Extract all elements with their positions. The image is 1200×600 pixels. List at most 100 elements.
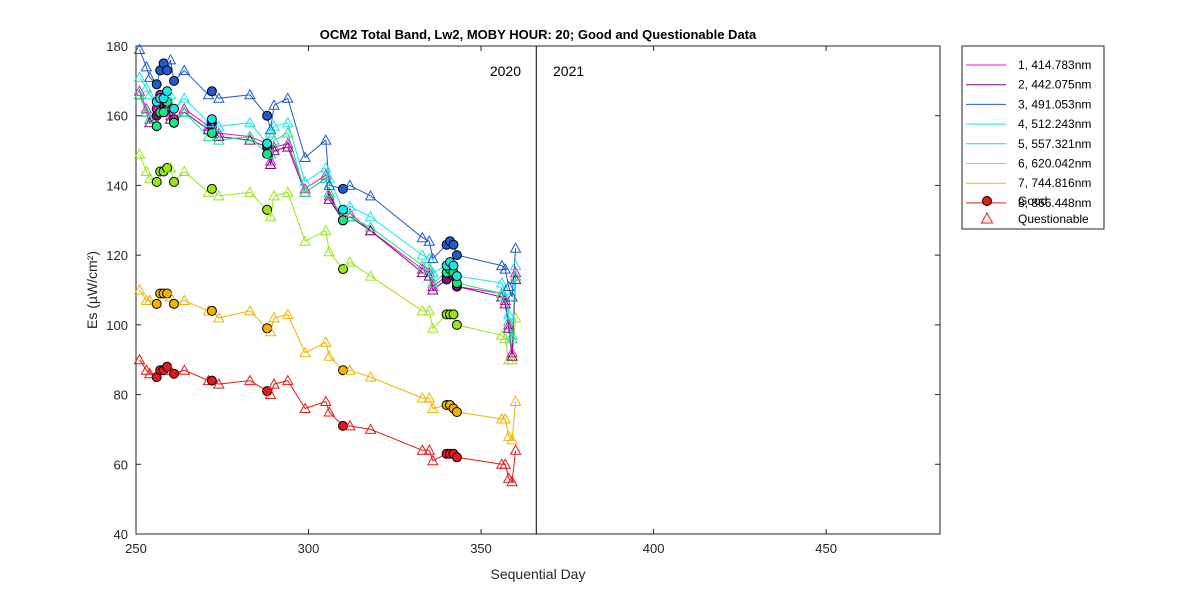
y-tick-label: 80	[114, 388, 128, 403]
questionable-point	[506, 350, 518, 361]
questionable-point	[281, 137, 294, 149]
questionable-point	[323, 172, 336, 183]
questionable-point	[323, 193, 336, 204]
x-tick-label: 450	[815, 541, 837, 556]
questionable-point	[140, 106, 153, 117]
questionable-point	[509, 270, 522, 281]
questionable-point	[178, 64, 191, 75]
questionable-point	[509, 259, 522, 271]
questionable-point	[509, 395, 522, 406]
legend-questionable-marker	[980, 211, 994, 224]
questionable-point	[244, 304, 256, 316]
questionable-point	[319, 161, 332, 173]
questionable-point	[164, 161, 177, 173]
questionable-point	[212, 130, 225, 142]
legend-label-6: 6, 620.042nm	[1018, 157, 1091, 171]
legend-label-4: 4, 512.243nm	[1018, 117, 1091, 131]
good-point	[206, 305, 217, 316]
questionable-point	[299, 151, 311, 162]
questionable-point	[133, 71, 146, 82]
questionable-point	[416, 259, 429, 271]
good-point	[448, 309, 459, 320]
legend-label-5: 5, 557.321nm	[1018, 137, 1091, 151]
questionable-point	[423, 270, 436, 281]
good-point	[206, 375, 217, 386]
questionable-point	[143, 172, 156, 183]
good-point	[162, 288, 173, 299]
questionable-point	[281, 141, 294, 152]
legend-good-marker	[982, 196, 992, 206]
questionable-point	[264, 148, 277, 159]
questionable-point	[244, 134, 256, 145]
legend: 1, 414.783nm 2, 442.075nm 3, 491.053nm 4, 5…	[961, 45, 1105, 230]
good-point	[448, 260, 459, 271]
good-point	[206, 86, 217, 97]
questionable-point	[281, 186, 294, 197]
questionable-point	[364, 270, 377, 281]
legend-label-2: 2, 442.075nm	[1018, 78, 1091, 92]
plot-area	[135, 45, 941, 535]
questionable-point	[323, 189, 336, 201]
questionable-point	[364, 371, 377, 382]
questionable-point	[426, 454, 439, 466]
good-point	[262, 149, 273, 160]
questionable-point	[364, 224, 377, 236]
questionable-point	[178, 364, 191, 375]
questionable-point	[364, 210, 377, 222]
y-tick-label: 180	[106, 39, 128, 54]
questionable-point	[323, 245, 336, 257]
x-tick-label: 300	[298, 541, 320, 556]
questionable-point	[416, 263, 429, 274]
questionable-point	[281, 92, 294, 103]
good-point	[169, 368, 179, 379]
good-point	[162, 361, 173, 372]
questionable-point	[364, 423, 377, 434]
questionable-point	[506, 290, 518, 302]
good-point	[206, 114, 217, 125]
questionable-point	[426, 266, 439, 278]
questionable-point	[509, 444, 522, 455]
questionable-point	[212, 378, 225, 389]
good-point	[158, 107, 169, 118]
questionable-point	[140, 60, 153, 72]
questionable-point	[499, 263, 512, 274]
y-tick-label: 100	[106, 318, 128, 333]
questionable-point	[164, 53, 177, 65]
good-point	[451, 452, 462, 463]
y-tick-label: 120	[106, 248, 128, 263]
questionable-point	[499, 290, 512, 302]
questionable-point	[178, 102, 191, 114]
questionable-point	[212, 120, 225, 131]
questionable-point	[509, 273, 522, 284]
good-point	[169, 117, 179, 128]
questionable-point	[319, 134, 332, 145]
questionable-point	[143, 113, 156, 124]
questionable-point	[502, 315, 515, 326]
chart-title: OCM2 Total Band, Lw2, MOBY HOUR: 20; Goo…	[320, 27, 757, 42]
questionable-point	[133, 353, 146, 365]
good-point	[338, 365, 348, 376]
legend-good-label: Good	[1018, 194, 1047, 208]
questionable-point	[502, 318, 515, 330]
questionable-point	[364, 189, 377, 201]
questionable-point	[143, 367, 156, 379]
questionable-point	[133, 148, 146, 159]
questionable-point	[244, 374, 256, 386]
good-point	[451, 250, 462, 261]
questionable-point	[364, 221, 377, 232]
questionable-point	[212, 189, 225, 201]
questionable-point	[416, 231, 429, 243]
questionable-point	[264, 388, 277, 400]
questionable-point	[344, 256, 356, 267]
questionable-point	[506, 329, 518, 340]
good-point	[162, 65, 173, 76]
legend-label-7: 7, 744.816nm	[1018, 176, 1091, 190]
good-point	[262, 138, 273, 149]
questionable-point	[323, 350, 336, 361]
legend-label-3: 3, 491.053nm	[1018, 97, 1091, 111]
questionable-point	[299, 346, 311, 358]
good-point	[151, 79, 162, 90]
questionable-point	[502, 280, 515, 291]
x-tick-label: 250	[125, 541, 147, 556]
